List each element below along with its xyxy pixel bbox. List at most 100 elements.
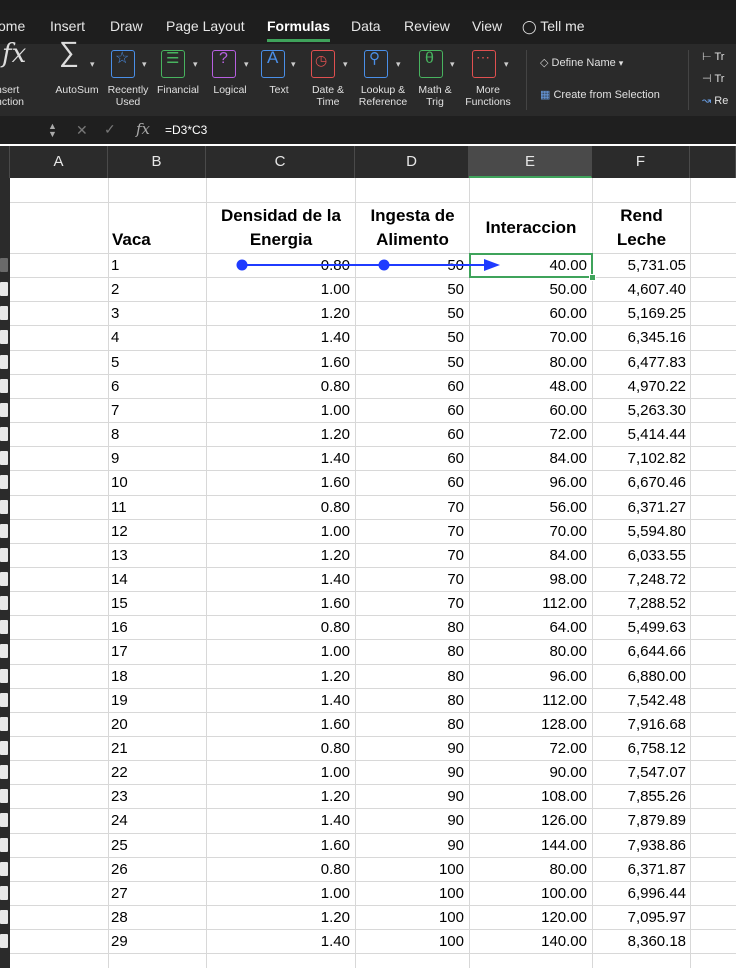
cell-interaccion[interactable]: 112.00 <box>542 595 587 613</box>
cell-densidad[interactable]: 1.00 <box>320 764 350 782</box>
cell-vaca[interactable]: 4 <box>111 329 120 347</box>
header-rend-leche[interactable]: Rend Leche <box>616 206 667 249</box>
cell-vaca[interactable]: 16 <box>111 619 128 637</box>
cell-vaca[interactable]: 22 <box>111 764 128 782</box>
cell-rend-leche[interactable]: 7,248.72 <box>627 570 686 588</box>
cell-densidad[interactable]: 0.80 <box>320 619 350 637</box>
cell-vaca[interactable]: 12 <box>111 522 128 540</box>
cell-ingesta[interactable]: 100 <box>438 860 464 878</box>
cell-vaca[interactable]: 25 <box>111 836 128 854</box>
cell-vaca[interactable]: 21 <box>111 740 128 757</box>
column-header-b[interactable]: B <box>108 146 206 178</box>
tab-insert[interactable]: Insert <box>50 18 86 34</box>
create-from-selection-button[interactable]: ▦ Create from Selection <box>540 89 660 101</box>
text-button[interactable]: A ▾ Text <box>257 44 301 116</box>
header-ingesta[interactable]: Ingesta de Alimento <box>370 206 455 249</box>
cell-ingesta[interactable]: 70 <box>447 595 464 613</box>
cell-ingesta[interactable]: 50 <box>447 353 464 371</box>
cell-densidad[interactable]: 1.60 <box>320 836 350 854</box>
column-header-f[interactable]: F <box>592 146 690 178</box>
cell-densidad[interactable]: 0.80 <box>320 860 350 878</box>
fill-handle[interactable] <box>589 274 596 281</box>
cell-interaccion[interactable]: 70.00 <box>549 522 587 540</box>
cell-ingesta[interactable]: 70 <box>447 498 464 516</box>
cell-interaccion[interactable]: 64.00 <box>549 619 587 637</box>
cell-vaca[interactable]: 5 <box>111 353 120 371</box>
cell-vaca[interactable]: 18 <box>111 667 128 685</box>
cell-rend-leche[interactable]: 7,288.52 <box>627 595 686 613</box>
row-header[interactable] <box>0 451 8 466</box>
row-header[interactable] <box>0 716 8 731</box>
cell-vaca[interactable]: 7 <box>111 401 120 419</box>
row-header[interactable] <box>0 523 8 538</box>
cell-vaca[interactable]: 10 <box>111 474 128 492</box>
cell-ingesta[interactable]: 50 <box>447 329 464 347</box>
cell-vaca[interactable]: 8 <box>111 426 120 444</box>
cell-densidad[interactable]: 1.20 <box>320 546 350 564</box>
cell-interaccion[interactable]: 126.00 <box>541 812 587 830</box>
cell-rend-leche[interactable]: 7,879.89 <box>627 812 686 830</box>
cell-densidad[interactable]: 1.40 <box>320 933 350 951</box>
cell-interaccion[interactable]: 56.00 <box>549 498 587 516</box>
cell-interaccion[interactable]: 72.00 <box>549 426 587 444</box>
cell-densidad[interactable]: 1.40 <box>320 691 350 709</box>
row-header[interactable] <box>0 861 8 876</box>
row-header[interactable] <box>0 668 8 683</box>
cell-interaccion[interactable]: 72.00 <box>549 740 587 757</box>
trace-precedents-button[interactable]: ⊢ Tr <box>702 51 725 63</box>
cell-densidad[interactable]: 0.80 <box>320 257 350 274</box>
cell-ingesta[interactable]: 80 <box>447 667 464 685</box>
cell-interaccion[interactable]: 90.00 <box>549 764 587 782</box>
cell-densidad[interactable]: 1.00 <box>320 401 350 419</box>
row-header[interactable] <box>0 741 8 755</box>
cell-vaca[interactable]: 1 <box>111 257 120 274</box>
cell-interaccion[interactable]: 96.00 <box>549 474 587 492</box>
confirm-icon[interactable]: ✓ <box>104 121 116 137</box>
cell-vaca[interactable]: 26 <box>111 860 128 878</box>
cell-rend-leche[interactable]: 6,345.16 <box>627 329 686 347</box>
cell-vaca[interactable]: 3 <box>111 305 120 323</box>
cell-densidad[interactable]: 1.00 <box>320 522 350 540</box>
cell-densidad[interactable]: 1.00 <box>320 281 350 299</box>
select-all-corner[interactable] <box>0 146 10 178</box>
cell-densidad[interactable]: 1.60 <box>320 353 350 371</box>
row-header[interactable] <box>0 934 8 949</box>
cell-densidad[interactable]: 1.60 <box>320 715 350 733</box>
cell-rend-leche[interactable]: 4,607.40 <box>627 281 686 299</box>
cell-ingesta[interactable]: 70 <box>447 546 464 564</box>
cell-vaca[interactable]: 9 <box>111 450 120 468</box>
selected-cell-e3[interactable] <box>469 253 593 278</box>
cell-rend-leche[interactable]: 7,855.26 <box>627 788 686 806</box>
cell-ingesta[interactable]: 80 <box>447 619 464 637</box>
cell-vaca[interactable]: 14 <box>111 570 128 588</box>
cell-rend-leche[interactable]: 6,996.44 <box>627 884 686 902</box>
fx-icon[interactable]: fx <box>136 120 151 138</box>
cell-ingesta[interactable]: 60 <box>447 450 464 468</box>
lookup-reference-button[interactable]: ⚲ ▾ Lookup & Reference <box>358 50 408 108</box>
cell-ingesta[interactable]: 90 <box>447 788 464 806</box>
row-header[interactable] <box>0 354 8 369</box>
cell-densidad[interactable]: 1.60 <box>320 474 350 492</box>
cell-interaccion[interactable]: 120.00 <box>541 909 587 927</box>
cell-densidad[interactable]: 1.40 <box>320 812 350 830</box>
logical-button[interactable]: ? ▾ Logical <box>212 50 249 96</box>
cell-vaca[interactable]: 15 <box>111 595 128 613</box>
header-densidad[interactable]: Densidad de la Energia <box>221 206 341 249</box>
cell-rend-leche[interactable]: 7,916.68 <box>627 715 686 733</box>
cell-interaccion[interactable]: 40.00 <box>549 257 587 274</box>
row-header[interactable] <box>0 789 8 804</box>
math-trig-button[interactable]: θ ▾ Math & Trig <box>418 50 455 108</box>
cell-vaca[interactable]: 2 <box>111 281 120 299</box>
cell-interaccion[interactable]: 98.00 <box>549 570 587 588</box>
cell-rend-leche[interactable]: 7,542.48 <box>627 691 686 709</box>
cell-densidad[interactable]: 0.80 <box>320 740 350 757</box>
cell-ingesta[interactable]: 80 <box>447 691 464 709</box>
tab-draw[interactable]: Draw <box>110 18 143 34</box>
row-header[interactable] <box>0 547 8 562</box>
cell-ingesta[interactable]: 90 <box>447 836 464 854</box>
cell-vaca[interactable]: 19 <box>111 691 128 709</box>
cell-rend-leche[interactable]: 5,731.05 <box>627 257 686 274</box>
cell-ingesta[interactable]: 60 <box>447 474 464 492</box>
tab-review[interactable]: Review <box>404 18 450 34</box>
cell-densidad[interactable]: 1.60 <box>320 595 350 613</box>
